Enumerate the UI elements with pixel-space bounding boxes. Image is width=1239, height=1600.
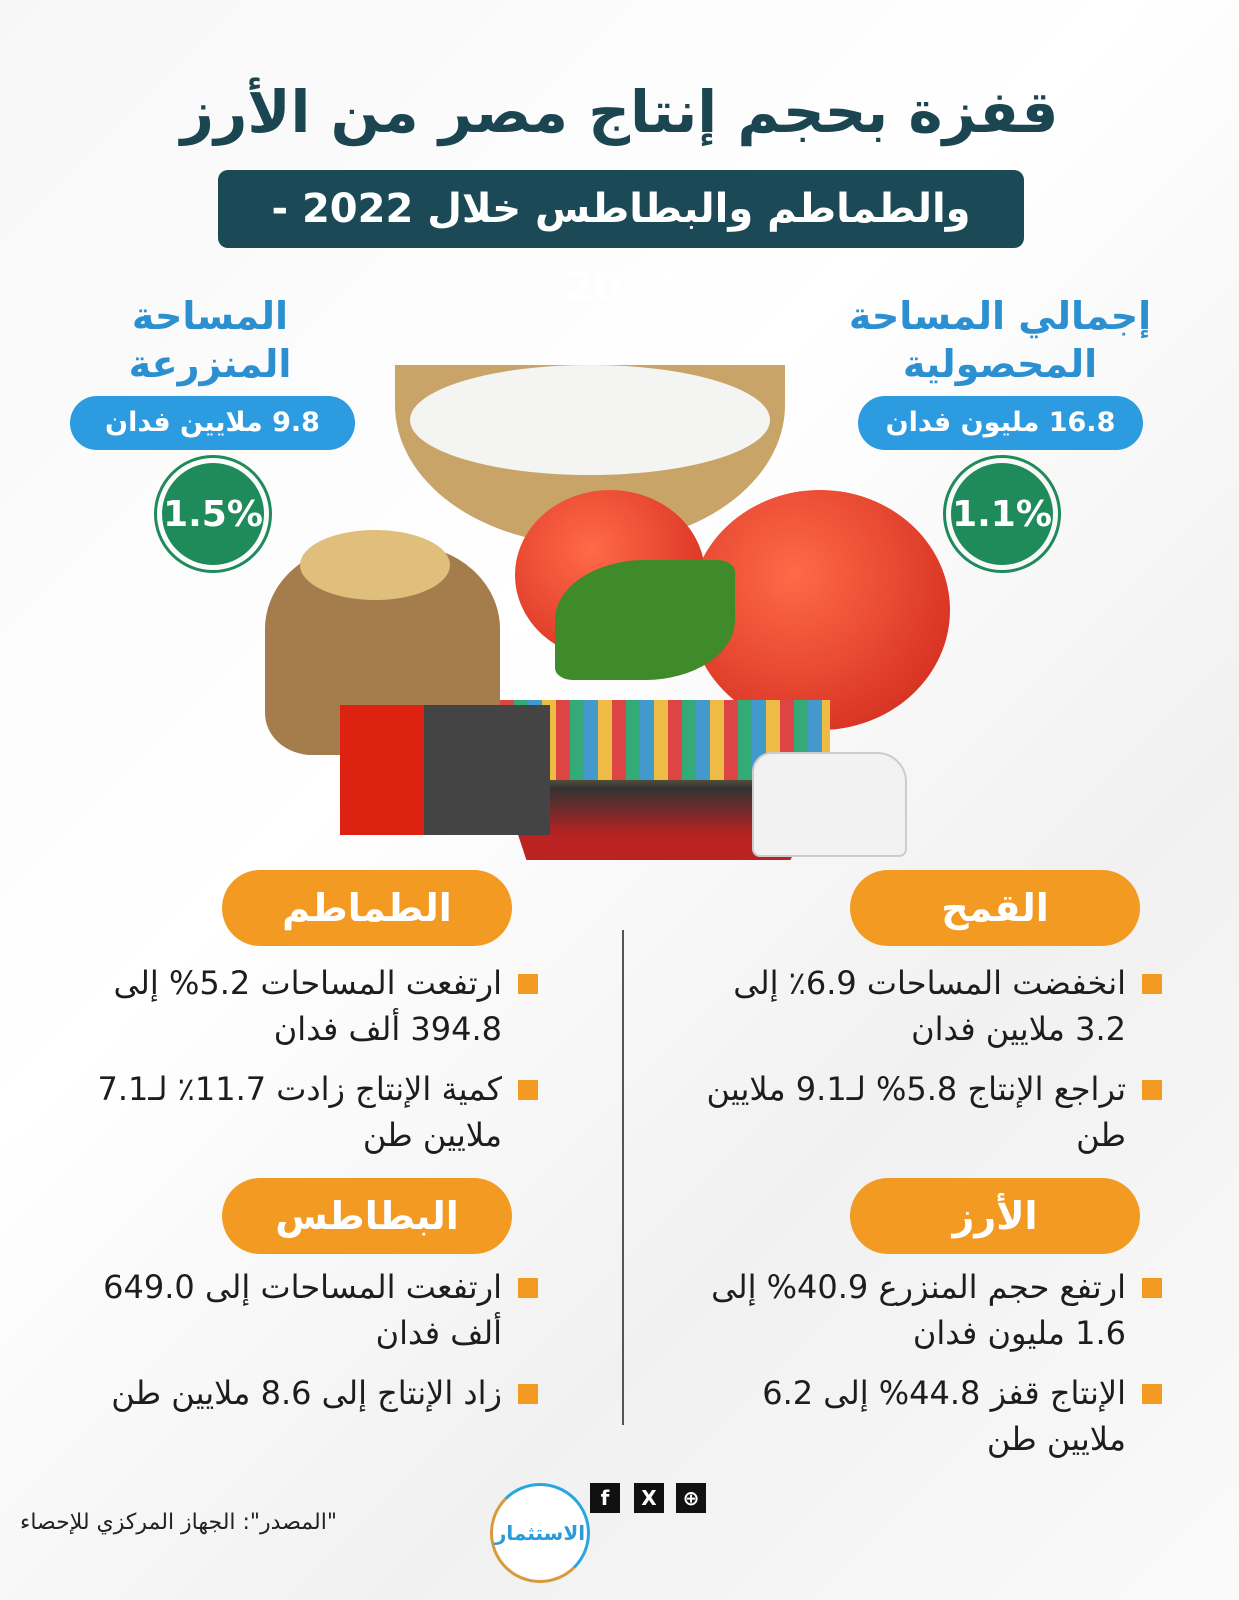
van-image xyxy=(752,752,907,857)
potatoes-heading: البطاطس xyxy=(222,1178,512,1254)
bullet-text: ارتفعت المساحات إلى 649.0 ألف فدان xyxy=(103,1268,502,1352)
total-area-change-badge: 1.1% xyxy=(943,455,1061,573)
page-title: قفزة بحجم إنتاج مصر من الأرز xyxy=(180,78,1059,146)
brand-logo: الاستثمار xyxy=(490,1483,590,1583)
bullet-text: انخفضت المساحات 6.9٪ إلى 3.2 ملايين فدان xyxy=(733,964,1126,1048)
cultivated-area-change-badge: 1.5% xyxy=(154,455,272,573)
bullet-text: كمية الإنتاج زادت 11.7٪ لـ7.1 ملايين طن xyxy=(97,1070,502,1154)
bullet-text: الإنتاج قفز 44.8% إلى 6.2 ملايين طن xyxy=(762,1374,1126,1458)
total-area-label-2: المحصولية xyxy=(902,342,1098,386)
rice-heading: الأرز xyxy=(850,1178,1140,1254)
bullet-square-icon xyxy=(1142,1384,1162,1404)
globe-icon[interactable]: ⊕ xyxy=(676,1483,706,1513)
cultivated-area-block: المساحة المنزرعة xyxy=(75,292,345,388)
subtitle-banner: والطماطم والبطاطس خلال 2022 - 2023 xyxy=(218,170,1024,310)
potatoes-bullet: زاد الإنتاج إلى 8.6 ملايين طن xyxy=(58,1370,538,1416)
bullet-square-icon xyxy=(1142,1278,1162,1298)
bullet-square-icon xyxy=(518,1384,538,1404)
bullet-square-icon xyxy=(518,974,538,994)
truck-image xyxy=(340,705,550,835)
cultivated-area-label-2: المنزرعة xyxy=(128,342,292,386)
bullet-square-icon xyxy=(518,1278,538,1298)
potatoes-bullet: ارتفعت المساحات إلى 649.0 ألف فدان xyxy=(58,1264,538,1356)
x-icon[interactable]: X xyxy=(634,1483,664,1513)
rice-bullet: ارتفع حجم المنزرع 40.9% إلى 1.6 مليون فد… xyxy=(682,1264,1162,1356)
facebook-icon[interactable]: f xyxy=(590,1483,620,1513)
bullet-square-icon xyxy=(1142,1080,1162,1100)
bullet-square-icon xyxy=(518,1080,538,1100)
total-area-value: 16.8 مليون فدان xyxy=(858,396,1143,450)
total-area-block: إجمالي المساحة المحصولية xyxy=(845,292,1155,388)
bullet-text: زاد الإنتاج إلى 8.6 ملايين طن xyxy=(111,1374,502,1412)
source-note: "المصدر": الجهاز المركزي للإحصاء xyxy=(20,1510,337,1535)
wheat-bullet: انخفضت المساحات 6.9٪ إلى 3.2 ملايين فدان xyxy=(682,960,1162,1052)
rice-bullet: الإنتاج قفز 44.8% إلى 6.2 ملايين طن xyxy=(682,1370,1162,1462)
column-divider xyxy=(622,930,624,1425)
total-area-label: إجمالي المساحة xyxy=(848,294,1152,338)
basil-leaves-image xyxy=(555,560,735,680)
potatoes-image xyxy=(300,530,450,600)
cultivated-area-label: المساحة xyxy=(131,294,289,338)
bullet-square-icon xyxy=(1142,974,1162,994)
bullet-text: ارتفع حجم المنزرع 40.9% إلى 1.6 مليون فد… xyxy=(711,1268,1126,1352)
wheat-bullet: تراجع الإنتاج 5.8% لـ9.1 ملايين طن xyxy=(682,1066,1162,1158)
cultivated-area-change: 1.5% xyxy=(162,463,264,565)
tomatoes-bullet: ارتفعت المساحات 5.2% إلى 394.8 ألف فدان xyxy=(58,960,538,1052)
wheat-heading: القمح xyxy=(850,870,1140,946)
tomatoes-bullet: كمية الإنتاج زادت 11.7٪ لـ7.1 ملايين طن xyxy=(58,1066,538,1158)
cultivated-area-value: 9.8 ملايين فدان xyxy=(70,396,355,450)
tomatoes-heading: الطماطم xyxy=(222,870,512,946)
total-area-change: 1.1% xyxy=(951,463,1053,565)
bullet-text: ارتفعت المساحات 5.2% إلى 394.8 ألف فدان xyxy=(113,964,502,1048)
bullet-text: تراجع الإنتاج 5.8% لـ9.1 ملايين طن xyxy=(706,1070,1126,1154)
rice-image xyxy=(410,365,770,475)
